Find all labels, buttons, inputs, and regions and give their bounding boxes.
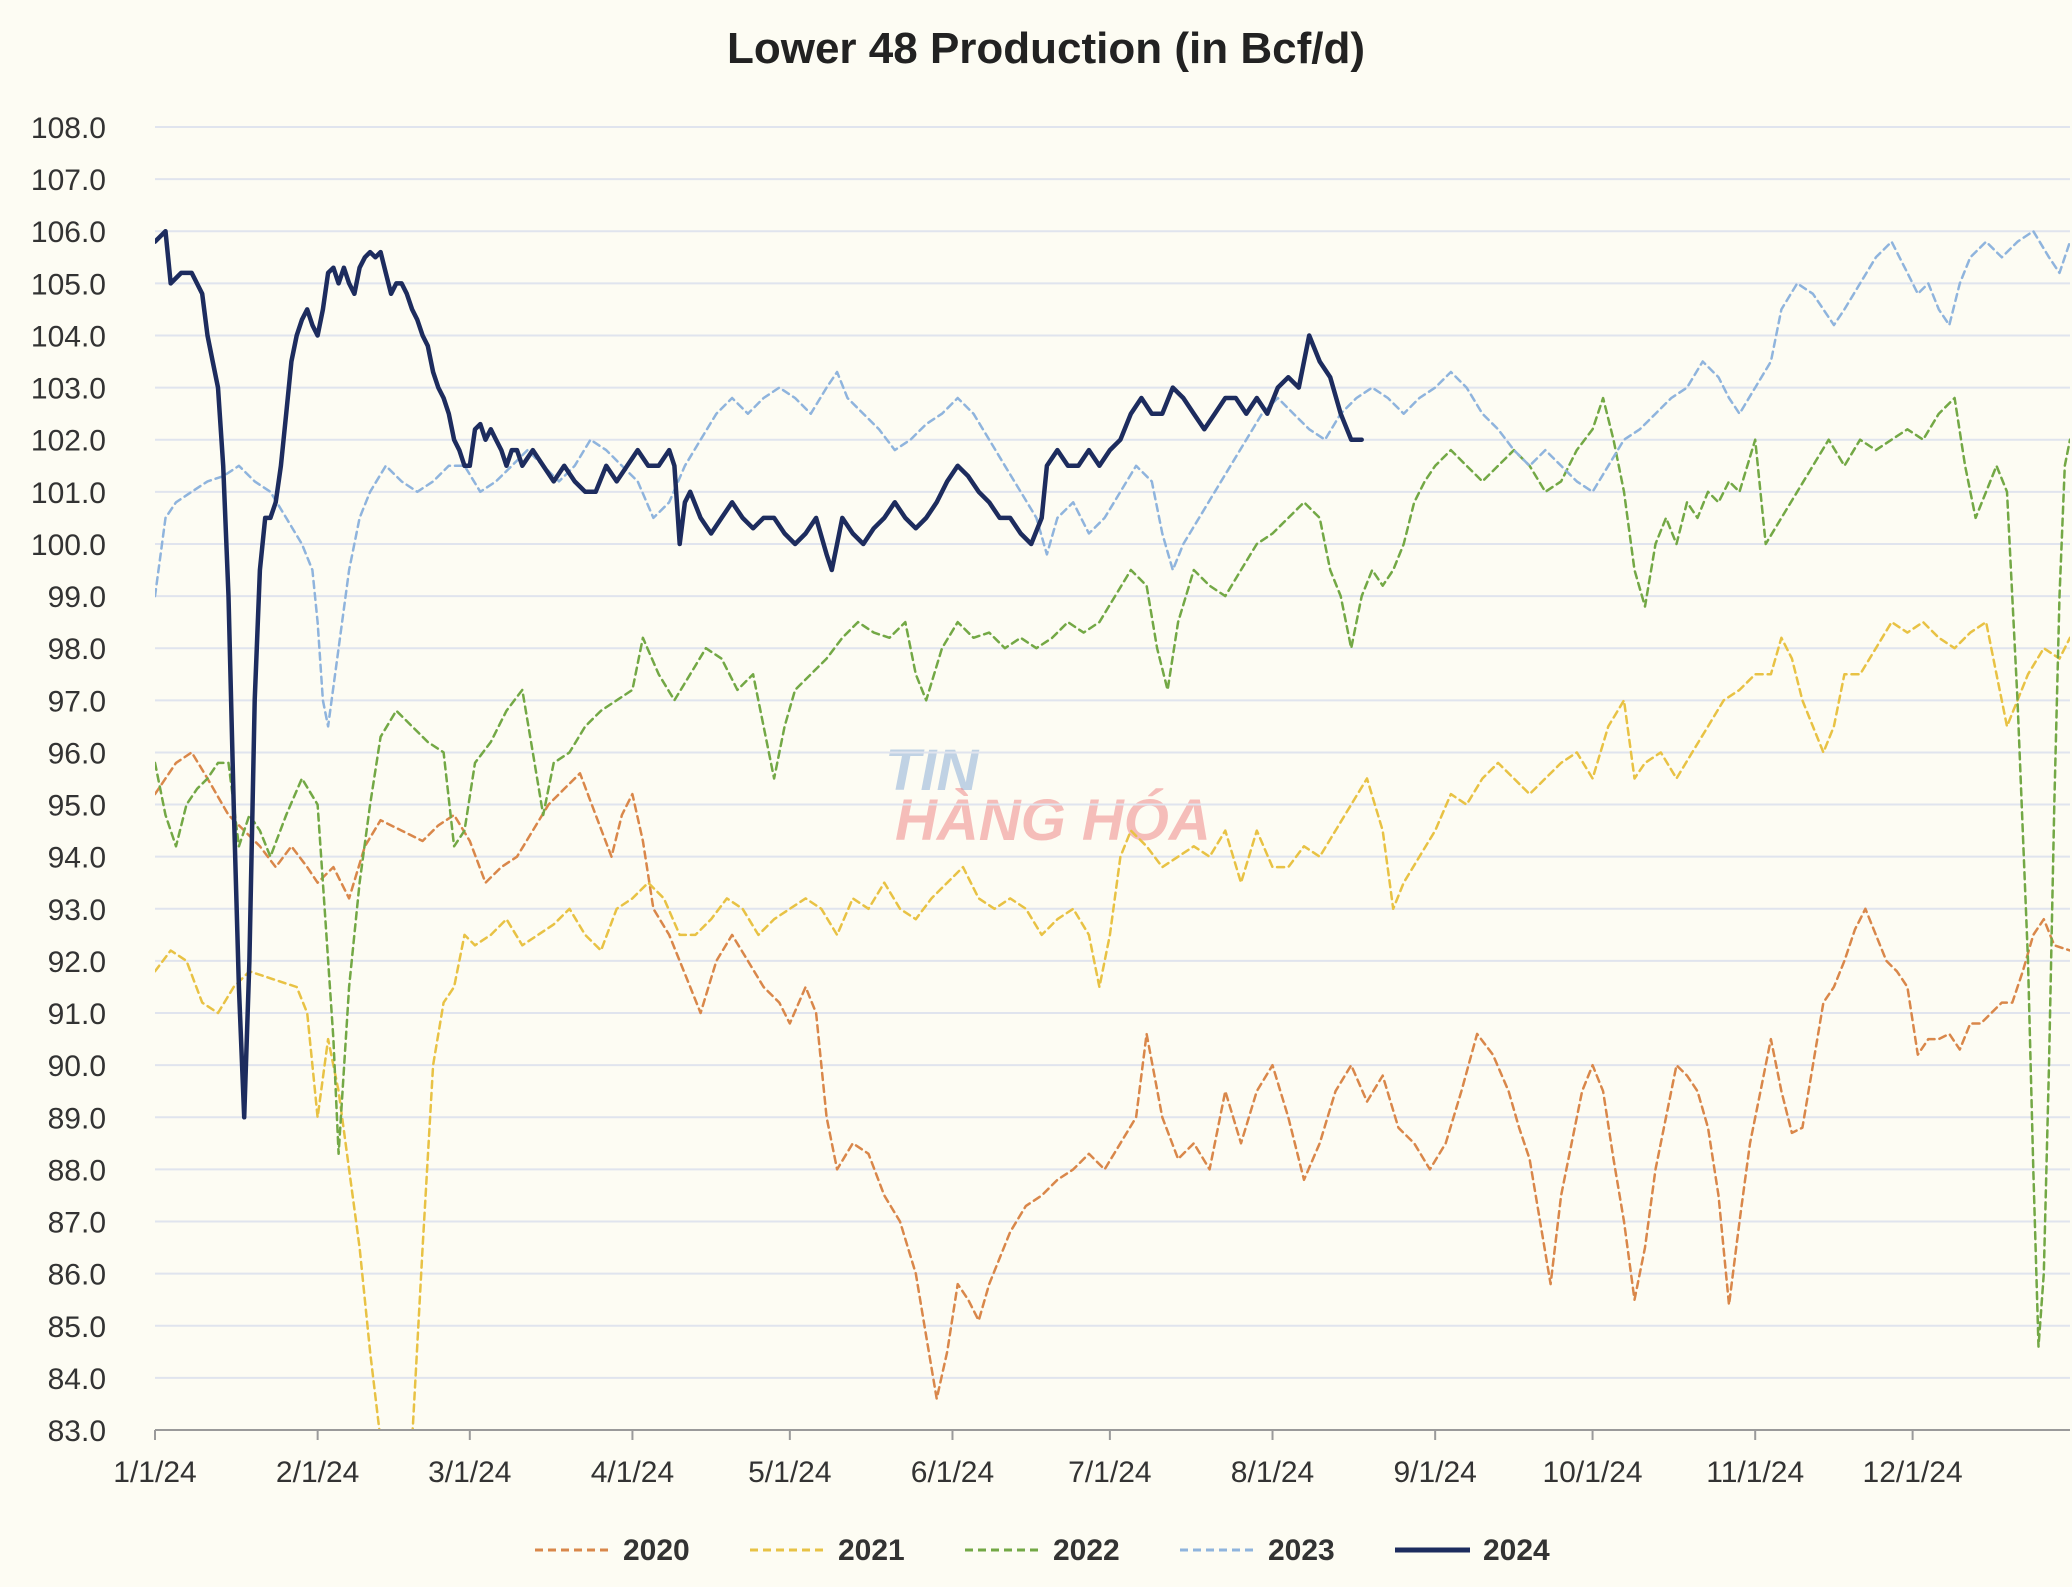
- legend-label-2020: 2020: [623, 1534, 690, 1567]
- legend: 2020 2021 2022 2023 2024: [535, 1534, 1550, 1567]
- y-tick-label: 84.0: [48, 1363, 106, 1396]
- y-tick-label: 105.0: [31, 268, 106, 301]
- plot-area: [155, 228, 2070, 1430]
- y-tick-label: 100.0: [31, 529, 106, 562]
- y-tick-label: 91.0: [48, 998, 106, 1031]
- y-tick-label: 96.0: [48, 737, 106, 770]
- y-tick-label: 102.0: [31, 425, 106, 458]
- y-tick-label: 89.0: [48, 1102, 106, 1135]
- x-tick-label: 2/1/24: [276, 1456, 359, 1489]
- series-line-2020: [155, 751, 2070, 1400]
- y-tick-label: 99.0: [48, 581, 106, 614]
- x-tick-label: 7/1/24: [1068, 1456, 1151, 1489]
- y-tick-label: 87.0: [48, 1207, 106, 1240]
- y-tick-label: 106.0: [31, 216, 106, 249]
- series-line-2023: [155, 229, 2070, 728]
- y-tick-label: 83.0: [48, 1415, 106, 1448]
- watermark-line2: HÀNG HÓA: [895, 788, 1211, 853]
- y-tick-label: 104.0: [31, 320, 106, 353]
- y-tick-label: 88.0: [48, 1154, 106, 1187]
- legend-label-2022: 2022: [1053, 1534, 1120, 1567]
- x-tick-label: 12/1/24: [1863, 1456, 1963, 1489]
- y-tick-label: 103.0: [31, 373, 106, 406]
- x-tick-label: 8/1/24: [1231, 1456, 1314, 1489]
- watermark: TIN HÀNG HÓA: [885, 738, 1211, 853]
- x-tick-label: 5/1/24: [748, 1456, 831, 1489]
- series-line-2022: [155, 396, 2070, 1348]
- x-tick-label: 1/1/24: [113, 1456, 196, 1489]
- y-tick-label: 85.0: [48, 1311, 106, 1344]
- legend-label-2024: 2024: [1483, 1534, 1550, 1567]
- chart-title: Lower 48 Production (in Bcf/d): [727, 24, 1365, 73]
- x-tick-label: 9/1/24: [1393, 1456, 1476, 1489]
- y-tick-label: 90.0: [48, 1050, 106, 1083]
- legend-label-2023: 2023: [1268, 1534, 1335, 1567]
- y-tick-label: 95.0: [48, 790, 106, 823]
- y-tick-label: 98.0: [48, 633, 106, 666]
- x-tick-label: 4/1/24: [591, 1456, 674, 1489]
- y-tick-label: 107.0: [31, 164, 106, 197]
- series-line-2021: [155, 620, 2070, 1430]
- axes: 83.0 84.0 85.0 86.0 87.0 88.0 89.0 90.0 91.0 92.0…: [31, 112, 2070, 1489]
- legend-label-2021: 2021: [838, 1534, 905, 1567]
- grid: [155, 126, 2070, 1431]
- y-tick-label: 101.0: [31, 477, 106, 510]
- y-tick-label: 94.0: [48, 842, 106, 875]
- y-tick-label: 97.0: [48, 685, 106, 718]
- x-tick-label: 10/1/24: [1543, 1456, 1643, 1489]
- y-tick-label: 108.0: [31, 112, 106, 145]
- x-tick-label: 6/1/24: [911, 1456, 994, 1489]
- x-tick-label: 3/1/24: [428, 1456, 511, 1489]
- watermark-line1: TIN: [885, 738, 980, 803]
- y-tick-label: 93.0: [48, 894, 106, 927]
- y-tick-label: 86.0: [48, 1259, 106, 1292]
- series-line-2024: [155, 228, 1364, 1120]
- x-tick-label: 11/1/24: [1706, 1456, 1804, 1489]
- y-tick-label: 92.0: [48, 946, 106, 979]
